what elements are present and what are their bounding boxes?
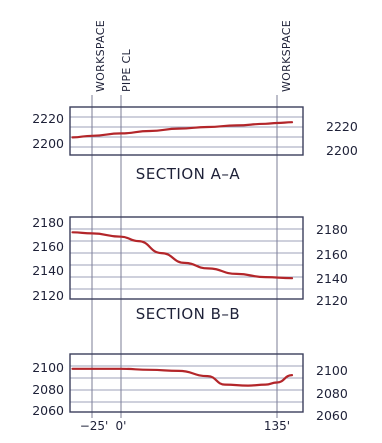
pipe-cl-label: PIPE CL (120, 49, 133, 92)
section-c-left-tick-2080: 2080 (32, 382, 64, 397)
section-a-left-tick-2200: 2200 (32, 136, 64, 151)
section-a-panel: 2220 2200 2220 2200 (32, 106, 358, 158)
x-tick-135: 135' (264, 419, 290, 433)
section-c-profile-line (71, 367, 294, 387)
section-c-panel: 2100 2080 2060 2100 2080 2060 (32, 353, 348, 423)
section-a-profile-line (71, 121, 294, 139)
section-a-left-tick-2220: 2220 (32, 111, 64, 126)
section-b-right-tick-2180: 2180 (316, 222, 348, 237)
section-c-right-tick-2060: 2060 (316, 408, 348, 423)
section-b-panel: 2180 2160 2140 2120 2180 2160 2140 2120 (32, 215, 348, 308)
section-c-left-tick-2060: 2060 (32, 403, 64, 418)
x-tick-0: 0' (116, 419, 127, 433)
section-b-profile-line (71, 231, 294, 280)
section-b-right-tick-2140: 2140 (316, 271, 348, 286)
section-a-frame (69, 106, 304, 156)
section-b-left-tick-2140: 2140 (32, 263, 64, 278)
section-a-right-tick-2220: 2220 (326, 119, 358, 134)
section-c-right-tick-2080: 2080 (316, 386, 348, 401)
section-c-frame (69, 353, 304, 413)
section-c-left-tick-2100: 2100 (32, 360, 64, 375)
section-b-left-tick-2120: 2120 (32, 288, 64, 303)
section-b-right-tick-2160: 2160 (316, 247, 348, 262)
section-b-frame (69, 216, 304, 300)
section-b-left-tick-2160: 2160 (32, 239, 64, 254)
section-b-label: SECTION B–B (136, 305, 240, 323)
workspace-right-label: WORKSPACE (280, 20, 293, 92)
section-c-right-tick-2100: 2100 (316, 363, 348, 378)
workspace-left-label: WORKSPACE (94, 20, 107, 92)
section-b-right-tick-2120: 2120 (316, 293, 348, 308)
section-a-right-tick-2200: 2200 (326, 143, 358, 158)
x-tick-minus-25: −25' (80, 419, 109, 433)
section-b-left-tick-2180: 2180 (32, 215, 64, 230)
section-a-label: SECTION A–A (136, 165, 241, 183)
